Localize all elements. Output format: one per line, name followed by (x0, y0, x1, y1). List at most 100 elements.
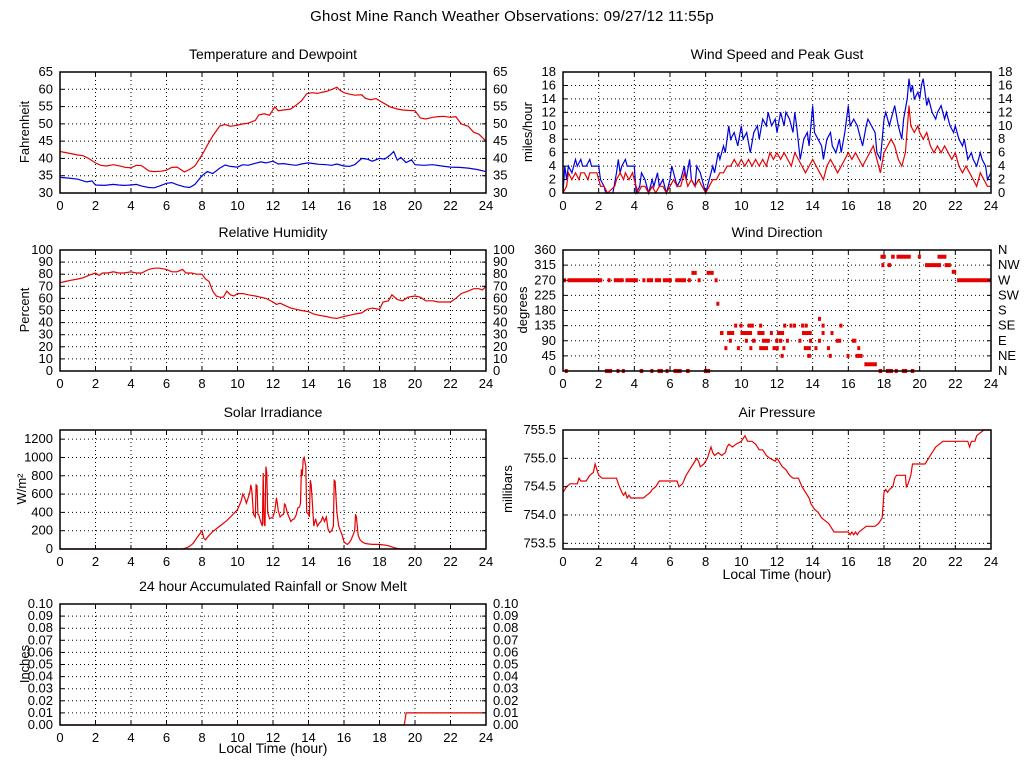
svg-text:8: 8 (702, 376, 709, 391)
chart-title-air-pressure: Air Pressure (738, 404, 816, 420)
svg-text:16: 16 (337, 554, 351, 569)
plot-solar-irradiance: 0 2 4 6 8 10 12 14 16 18 20 22 240200400600800100012… (24, 429, 493, 569)
svg-text:40: 40 (39, 150, 53, 165)
svg-text:14: 14 (998, 91, 1012, 106)
svg-text:90: 90 (542, 333, 556, 348)
svg-text:18: 18 (372, 376, 386, 391)
svg-text:6: 6 (163, 730, 170, 745)
svg-text:18: 18 (542, 64, 556, 79)
svg-text:14: 14 (301, 554, 315, 569)
svg-text:24: 24 (479, 730, 493, 745)
svg-text:0.04: 0.04 (28, 669, 53, 684)
svg-text:12: 12 (266, 554, 280, 569)
svg-text:35: 35 (39, 168, 53, 183)
svg-text:100: 100 (31, 242, 53, 257)
svg-text:8: 8 (702, 554, 709, 569)
svg-text:18: 18 (372, 198, 386, 213)
svg-text:90: 90 (39, 254, 53, 269)
svg-text:10: 10 (998, 118, 1012, 133)
svg-text:60: 60 (493, 81, 507, 96)
svg-text:0: 0 (56, 376, 63, 391)
svg-text:4: 4 (127, 730, 134, 745)
svg-text:12: 12 (770, 376, 784, 391)
svg-text:360: 360 (534, 242, 556, 257)
svg-text:4: 4 (998, 158, 1005, 173)
svg-text:2: 2 (595, 376, 602, 391)
svg-text:40: 40 (39, 315, 53, 330)
chart-title-rainfall: 24 hour Accumulated Rainfall or Snow Mel… (139, 578, 407, 594)
svg-text:0: 0 (56, 554, 63, 569)
svg-text:600: 600 (31, 486, 53, 501)
chart-title-relative-humidity: Relative Humidity (218, 224, 328, 240)
svg-text:225: 225 (534, 287, 556, 302)
svg-text:4: 4 (127, 376, 134, 391)
svg-text:SW: SW (998, 287, 1020, 302)
svg-text:4: 4 (549, 158, 556, 173)
svg-text:0.07: 0.07 (493, 632, 518, 647)
svg-text:N: N (998, 363, 1007, 378)
svg-text:20: 20 (493, 339, 507, 354)
svg-text:80: 80 (39, 266, 53, 281)
svg-text:6: 6 (163, 554, 170, 569)
svg-text:90: 90 (493, 254, 507, 269)
svg-text:20: 20 (912, 198, 926, 213)
svg-text:0: 0 (559, 554, 566, 569)
svg-text:22: 22 (948, 198, 962, 213)
svg-text:24: 24 (479, 554, 493, 569)
svg-text:200: 200 (31, 523, 53, 538)
svg-text:22: 22 (948, 554, 962, 569)
plot-temperature-dewpoint: 0 2 4 6 8 10 12 14 16 18 20 22 243035404550556065303… (39, 64, 508, 213)
svg-text:2: 2 (595, 198, 602, 213)
svg-text:NW: NW (998, 257, 1020, 272)
svg-text:0: 0 (549, 363, 556, 378)
svg-text:754.5: 754.5 (523, 479, 556, 494)
page-title: Ghost Mine Ranch Weather Observations: 0… (310, 8, 714, 25)
svg-text:0: 0 (549, 185, 556, 200)
svg-text:0: 0 (998, 185, 1005, 200)
svg-text:24: 24 (984, 376, 998, 391)
chart-title-wind-speed-gust: Wind Speed and Peak Gust (690, 46, 864, 62)
svg-text:8: 8 (198, 376, 205, 391)
svg-text:30: 30 (39, 327, 53, 342)
svg-text:30: 30 (493, 327, 507, 342)
svg-text:2: 2 (92, 376, 99, 391)
svg-text:60: 60 (39, 81, 53, 96)
svg-text:2: 2 (92, 554, 99, 569)
svg-text:2: 2 (92, 730, 99, 745)
svg-text:1200: 1200 (24, 431, 53, 446)
svg-text:4: 4 (127, 554, 134, 569)
svg-text:10: 10 (542, 118, 556, 133)
svg-text:S: S (998, 303, 1007, 318)
svg-text:24: 24 (479, 376, 493, 391)
svg-text:2: 2 (92, 198, 99, 213)
svg-text:1000: 1000 (24, 449, 53, 464)
svg-text:50: 50 (39, 303, 53, 318)
svg-text:10: 10 (734, 376, 748, 391)
svg-text:0.03: 0.03 (493, 681, 518, 696)
plot-rainfall: 0 2 4 6 8 10 12 14 16 18 20 22 240.000.010.020.030.0… (28, 596, 519, 745)
svg-text:755.0: 755.0 (523, 450, 556, 465)
svg-text:0.00: 0.00 (493, 717, 518, 732)
svg-text:14: 14 (301, 376, 315, 391)
svg-text:10: 10 (230, 730, 244, 745)
svg-text:8: 8 (198, 554, 205, 569)
svg-text:18: 18 (877, 554, 891, 569)
svg-text:800: 800 (31, 468, 53, 483)
svg-text:2: 2 (595, 554, 602, 569)
svg-text:40: 40 (493, 315, 507, 330)
svg-text:12: 12 (770, 554, 784, 569)
x-axis-label-local-time-rainfall: Local Time (hour) (218, 740, 328, 756)
svg-text:24: 24 (479, 198, 493, 213)
svg-text:0.09: 0.09 (493, 608, 518, 623)
svg-text:135: 135 (534, 318, 556, 333)
chart-title-solar-irradiance: Solar Irradiance (223, 404, 323, 420)
svg-text:20: 20 (408, 730, 422, 745)
svg-text:NE: NE (998, 348, 1016, 363)
svg-text:20: 20 (39, 339, 53, 354)
svg-text:12: 12 (266, 376, 280, 391)
svg-text:8: 8 (198, 198, 205, 213)
svg-text:0.09: 0.09 (28, 608, 53, 623)
svg-text:14: 14 (805, 376, 819, 391)
svg-text:0.06: 0.06 (28, 644, 53, 659)
svg-text:65: 65 (493, 64, 507, 79)
